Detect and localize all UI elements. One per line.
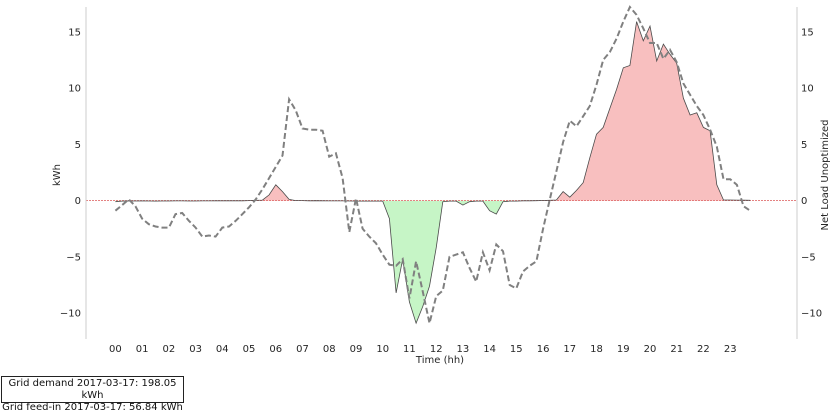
x-tick-label: 11 xyxy=(403,344,416,355)
y-right-tick-label: −5 xyxy=(801,252,816,263)
y-tick-label: −5 xyxy=(66,252,81,263)
x-tick-label: 00 xyxy=(109,344,122,355)
y-right-tick-label: 0 xyxy=(801,196,807,207)
x-tick-label: 20 xyxy=(644,344,657,355)
x-tick-label: 15 xyxy=(510,344,523,355)
x-tick-label: 07 xyxy=(296,344,309,355)
x-tick-label: 01 xyxy=(136,344,149,355)
grid-feedin-text: Grid feed-in 2017-03-17: 56.84 kWh xyxy=(2,402,183,413)
y-right-tick-label: −10 xyxy=(801,309,822,320)
y-right-tick-label: 15 xyxy=(801,27,814,38)
x-tick-label: 02 xyxy=(163,344,176,355)
y-tick-label: 15 xyxy=(68,27,81,38)
x-tick-label: 21 xyxy=(670,344,683,355)
x-tick-label: 10 xyxy=(376,344,389,355)
x-axis-ticks: 00 01 02 03 04 05 06 07 08 09 10 11 12 13 14 15 16 17 18 19… xyxy=(109,344,737,355)
y-axis-right-ticks: −10 −5 0 5 10 15 xyxy=(801,27,822,319)
x-tick-label: 04 xyxy=(216,344,229,355)
y-axis-label: kWh xyxy=(52,164,63,186)
x-tick-label: 05 xyxy=(243,344,256,355)
grid-demand-area-1 xyxy=(249,184,303,201)
y-tick-label: −10 xyxy=(60,309,81,320)
net-load-unoptimized-line xyxy=(114,5,751,324)
y-axis-left-ticks: −10 −5 0 5 10 15 xyxy=(60,27,81,319)
grid-demand-area-3 xyxy=(539,21,751,201)
x-tick-label: 12 xyxy=(430,344,443,355)
net-load-line xyxy=(115,21,751,325)
x-tick-label: 16 xyxy=(537,344,550,355)
grid-demand-text: Grid demand 2017-03-17: 198.05 kWh xyxy=(8,378,177,401)
y-right-tick-label: 10 xyxy=(801,84,814,95)
axes-spines xyxy=(85,7,798,339)
x-tick-label: 09 xyxy=(350,344,363,355)
y-tick-label: 5 xyxy=(75,140,81,151)
x-tick-label: 23 xyxy=(724,344,737,355)
x-tick-label: 06 xyxy=(269,344,282,355)
grid-summary-box: Grid demand 2017-03-17: 198.05 kWh Grid … xyxy=(1,376,184,413)
x-tick-label: 03 xyxy=(189,344,202,355)
x-tick-label: 13 xyxy=(457,344,470,355)
x-axis-label: Time (hh) xyxy=(415,355,464,366)
x-tick-label: 08 xyxy=(323,344,336,355)
x-tick-label: 14 xyxy=(483,344,496,355)
x-tick-label: 22 xyxy=(697,344,710,355)
plot-area xyxy=(86,5,797,325)
area-fills xyxy=(115,21,751,324)
x-tick-label: 17 xyxy=(563,344,576,355)
x-tick-label: 19 xyxy=(617,344,630,355)
y-tick-label: 0 xyxy=(75,196,81,207)
x-tick-label: 18 xyxy=(590,344,603,355)
y-axis-right-label: Net Load Unoptimized xyxy=(820,120,831,231)
y-right-tick-label: 5 xyxy=(801,140,807,151)
y-tick-label: 10 xyxy=(68,84,81,95)
grid-feedin-area-2 xyxy=(302,200,540,324)
